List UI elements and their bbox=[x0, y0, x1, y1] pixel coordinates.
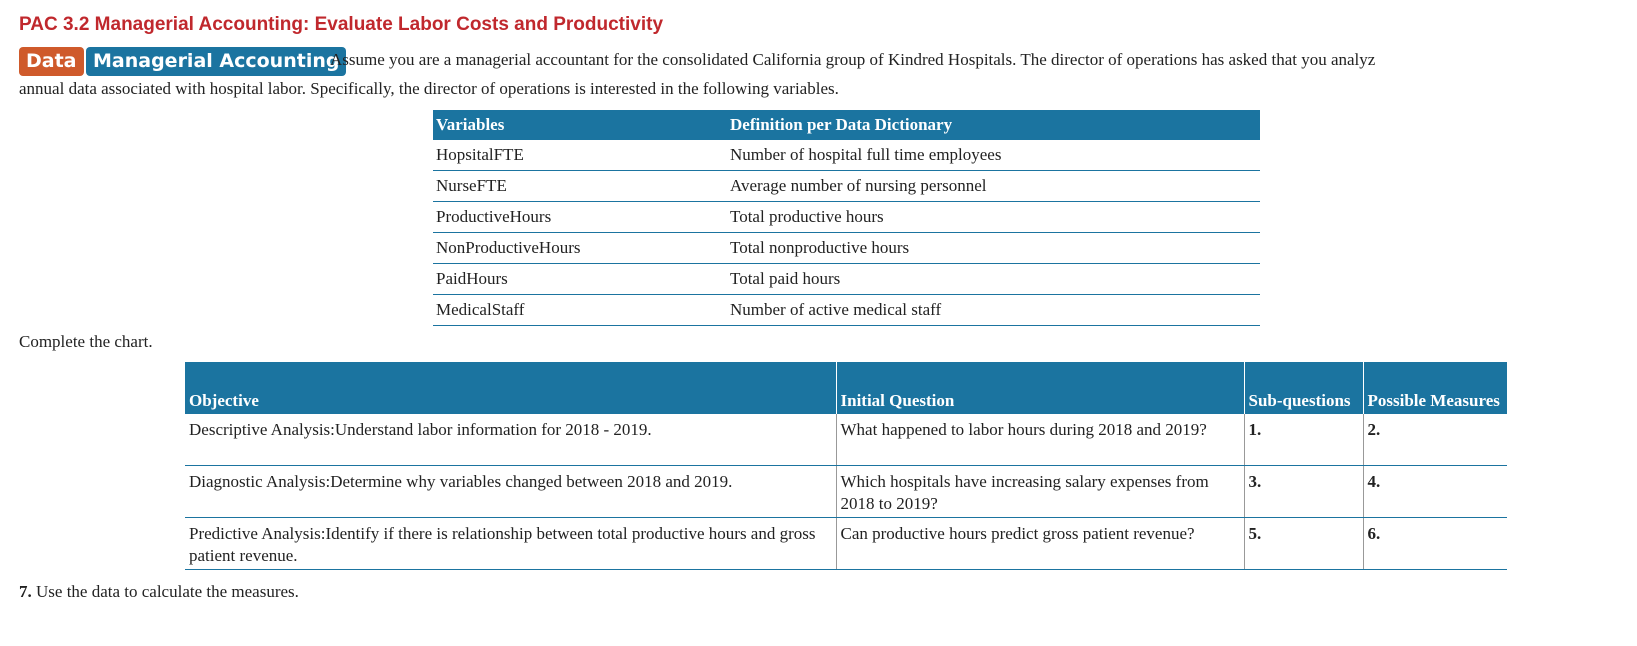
table-row: ProductiveHours Total productive hours bbox=[433, 201, 1260, 233]
table-row: NonProductiveHours Total nonproductive ho… bbox=[433, 232, 1260, 264]
column-header: Sub-questions bbox=[1243, 362, 1363, 414]
tag: Data bbox=[19, 47, 84, 76]
table-row: Diagnostic Analysis:Determine why variab… bbox=[185, 465, 1507, 518]
table-cell: 1. bbox=[1243, 414, 1363, 466]
table-cell: 6. bbox=[1362, 517, 1507, 570]
table-cell: Total paid hours bbox=[727, 263, 1260, 295]
table-cell: MedicalStaff bbox=[433, 294, 727, 326]
intro-text: Assume you are a managerial accountant f… bbox=[330, 50, 1376, 69]
column-header: Definition per Data Dictionary bbox=[727, 110, 1260, 140]
table-cell: HopsitalFTE bbox=[433, 140, 727, 171]
column-header: Initial Question bbox=[835, 362, 1244, 414]
table-cell: Total nonproductive hours bbox=[727, 232, 1260, 264]
table-cell: 4. bbox=[1362, 465, 1507, 518]
intro-text: annual data associated with hospital lab… bbox=[19, 79, 839, 98]
table-cell: Number of hospital full time employees bbox=[727, 140, 1260, 171]
table-cell: What happened to labor hours during 2018… bbox=[835, 414, 1244, 466]
table-row: MedicalStaff Number of active medical sta… bbox=[433, 294, 1260, 326]
table-cell: Diagnostic Analysis:Determine why variab… bbox=[185, 465, 836, 518]
column-header: Variables bbox=[433, 110, 727, 140]
table-cell: Can productive hours predict gross patie… bbox=[835, 517, 1244, 570]
table-cell: Number of active medical staff bbox=[727, 294, 1260, 326]
column-header: Objective bbox=[185, 362, 836, 414]
chart-table: Objective Initial Question Sub-questions Po… bbox=[185, 362, 1507, 570]
table-row: NurseFTE Average number of nursing person… bbox=[433, 170, 1260, 202]
table-cell: NurseFTE bbox=[433, 170, 727, 202]
table-cell: Predictive Analysis:Identify if there is… bbox=[185, 517, 836, 570]
table-cell: 2. bbox=[1362, 414, 1507, 466]
table-cell: Total productive hours bbox=[727, 201, 1260, 233]
variables-table: Variables Definition per Data Dictionary H… bbox=[433, 110, 1260, 326]
table-cell: NonProductiveHours bbox=[433, 232, 727, 264]
table-row: PaidHours Total paid hours bbox=[433, 263, 1260, 295]
table-cell: ProductiveHours bbox=[433, 201, 727, 233]
table-row: HopsitalFTE Number of hospital full time … bbox=[433, 140, 1260, 171]
table-row: Predictive Analysis:Identify if there is… bbox=[185, 517, 1507, 570]
footer-text: Use the data to calculate the measures. bbox=[36, 582, 299, 601]
table-cell: Average number of nursing personnel bbox=[727, 170, 1260, 202]
table-cell: 3. bbox=[1243, 465, 1363, 518]
footer: 7. Use the data to calculate the measure… bbox=[19, 582, 299, 602]
step-number: 7. bbox=[19, 582, 32, 601]
table-cell: PaidHours bbox=[433, 263, 727, 295]
tag: Managerial Accounting bbox=[86, 47, 347, 76]
table-cell: Descriptive Analysis:Understand labor in… bbox=[185, 414, 836, 466]
title: PAC 3.2 Managerial Accounting: Evaluate … bbox=[19, 14, 664, 35]
table-cell: 5. bbox=[1243, 517, 1363, 570]
table-row: Descriptive Analysis:Understand labor in… bbox=[185, 414, 1507, 466]
column-header: Possible Measures bbox=[1362, 362, 1507, 414]
instruction: Complete the chart. bbox=[19, 332, 153, 351]
table-cell: Which hospitals have increasing salary e… bbox=[835, 465, 1244, 518]
